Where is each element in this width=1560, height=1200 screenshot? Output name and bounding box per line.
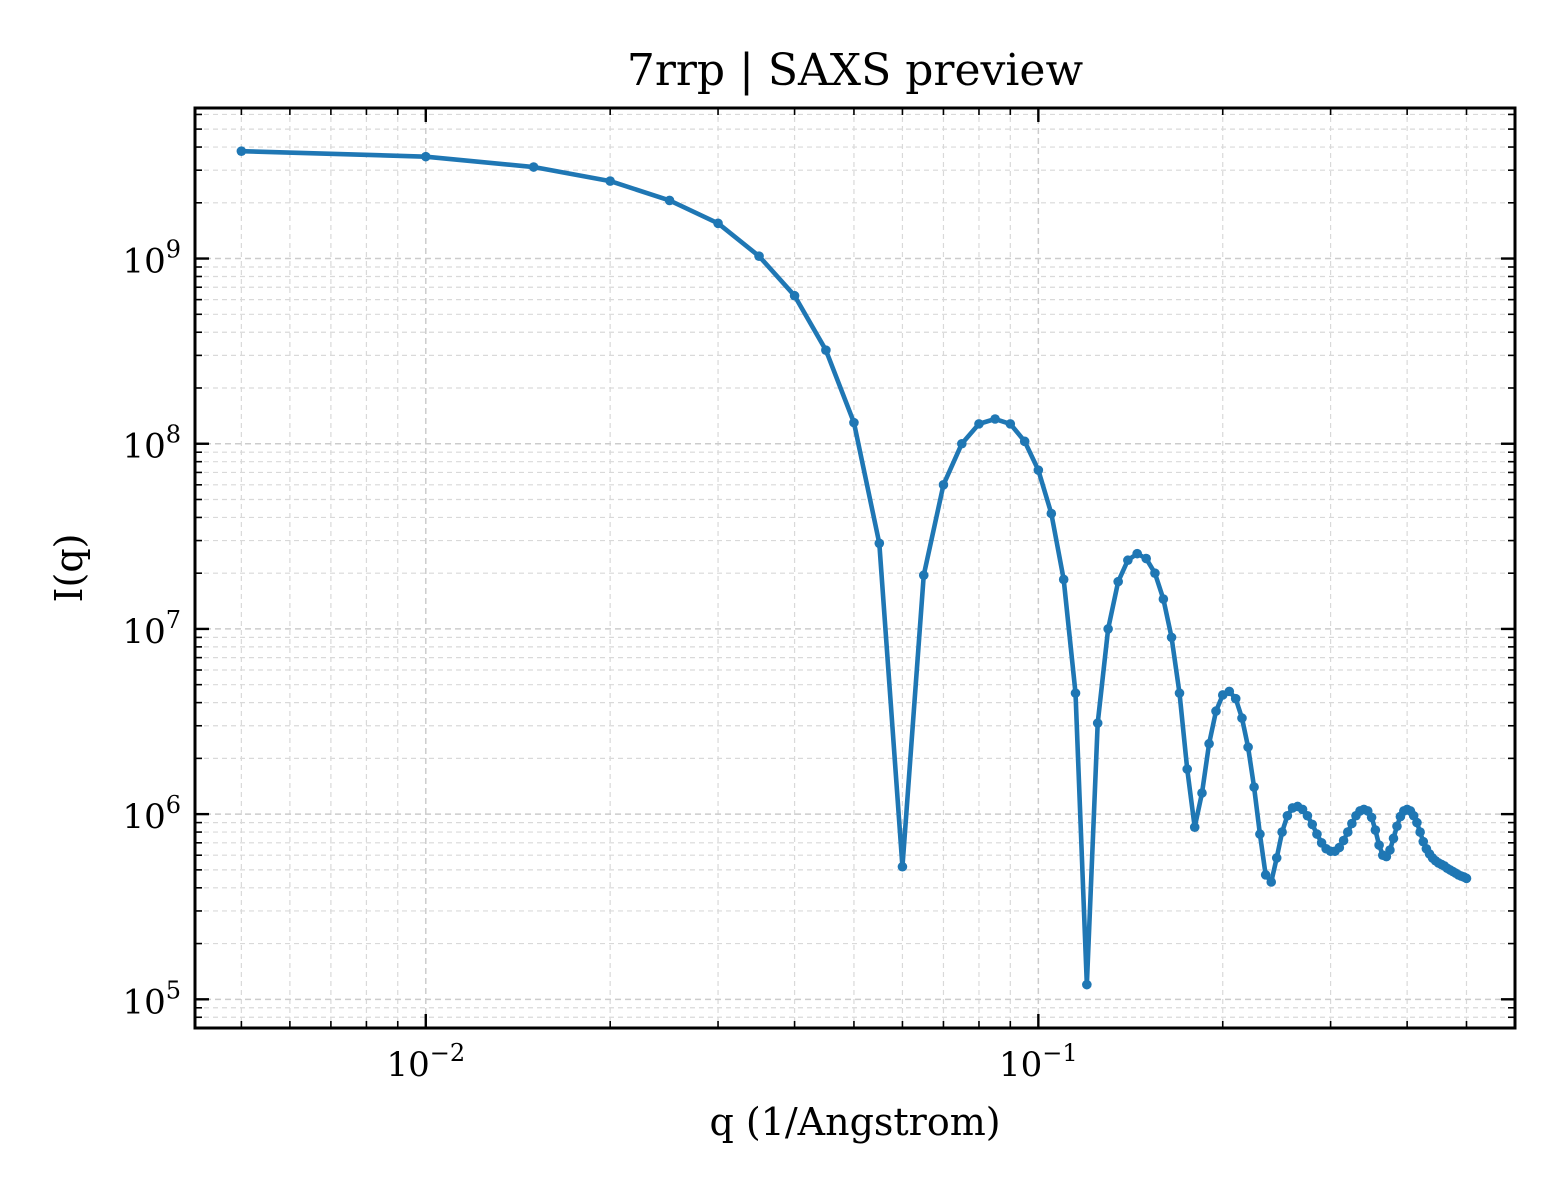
data-point bbox=[1243, 742, 1253, 752]
data-point bbox=[1150, 568, 1160, 578]
data-point bbox=[605, 176, 615, 186]
y-tick-label: 108 bbox=[122, 421, 181, 467]
data-point bbox=[1347, 818, 1357, 829]
x-tick-label-base: 10 bbox=[386, 1045, 429, 1085]
data-point bbox=[1158, 594, 1169, 604]
plot-frame bbox=[193, 106, 1517, 1030]
data-point bbox=[1005, 419, 1016, 429]
y-tick-label-base: 10 bbox=[122, 982, 165, 1022]
data-point bbox=[974, 419, 984, 429]
y-tick-label: 105 bbox=[122, 976, 181, 1022]
y-tick-label-base: 10 bbox=[122, 797, 165, 837]
data-point bbox=[1141, 553, 1151, 564]
data-point bbox=[1092, 718, 1103, 728]
plot-area bbox=[195, 108, 1515, 1028]
data-point bbox=[1415, 827, 1425, 837]
x-axis-label: q (1/Angstrom) bbox=[709, 1100, 1000, 1144]
x-tick-label-exponent: −2 bbox=[430, 1039, 465, 1067]
data-point bbox=[1237, 713, 1247, 723]
y-tick-label-exponent: 6 bbox=[166, 791, 181, 819]
data-point bbox=[1374, 840, 1384, 850]
data-point bbox=[897, 861, 908, 872]
data-point bbox=[1312, 829, 1322, 839]
data-point bbox=[1174, 688, 1185, 698]
data-point bbox=[420, 151, 431, 162]
data-point bbox=[1204, 738, 1214, 749]
y-tick-label: 106 bbox=[122, 791, 181, 837]
data-point bbox=[1082, 979, 1092, 990]
data-point bbox=[1197, 788, 1207, 798]
y-tick-label-base: 10 bbox=[122, 427, 165, 467]
y-axis-label: I(q) bbox=[47, 534, 91, 603]
data-point bbox=[918, 570, 929, 581]
data-point bbox=[664, 195, 675, 206]
data-point bbox=[1266, 877, 1277, 887]
data-point bbox=[821, 345, 831, 355]
y-tick-label-exponent: 7 bbox=[166, 606, 181, 634]
data-point bbox=[1166, 632, 1177, 643]
data-point bbox=[1307, 819, 1318, 830]
data-point bbox=[1113, 576, 1123, 587]
series-line bbox=[239, 148, 1469, 987]
data-point bbox=[528, 162, 539, 172]
data-point bbox=[1342, 827, 1353, 837]
data-point bbox=[1019, 436, 1030, 447]
data-point bbox=[990, 414, 1000, 424]
data-point bbox=[1046, 508, 1057, 519]
y-tick-label: 107 bbox=[122, 606, 181, 652]
data-point bbox=[938, 480, 949, 490]
y-tick-label-exponent: 8 bbox=[166, 421, 181, 449]
data-point bbox=[236, 146, 247, 156]
data-point bbox=[1249, 782, 1259, 792]
data-point bbox=[874, 538, 885, 549]
data-point bbox=[1103, 624, 1113, 634]
x-tick-label-base: 10 bbox=[999, 1045, 1042, 1085]
y-tick-label-exponent: 5 bbox=[166, 976, 181, 1004]
data-point bbox=[1058, 574, 1069, 585]
y-tick-label-base: 10 bbox=[122, 612, 165, 652]
data-point bbox=[1302, 810, 1313, 821]
data-point bbox=[1070, 688, 1081, 698]
data-point bbox=[1277, 827, 1287, 837]
chart-title: 7rrp | SAXS preview bbox=[627, 45, 1084, 96]
data-point bbox=[1385, 845, 1395, 855]
major-ticks bbox=[195, 108, 1515, 1028]
data-point bbox=[789, 290, 800, 301]
data-point bbox=[1338, 835, 1349, 846]
data-point bbox=[1189, 822, 1200, 832]
y-tick-label: 109 bbox=[122, 236, 181, 282]
data-point bbox=[1182, 764, 1193, 774]
y-tick-label-base: 10 bbox=[122, 242, 165, 282]
series-layer bbox=[236, 146, 1472, 990]
data-point bbox=[1255, 829, 1265, 839]
x-tick-label-exponent: −1 bbox=[1042, 1039, 1077, 1067]
data-point bbox=[1461, 873, 1472, 884]
y-tick-label-exponent: 9 bbox=[166, 236, 181, 264]
data-point bbox=[1230, 693, 1241, 704]
data-point bbox=[1366, 812, 1377, 823]
x-tick-label: 10−2 bbox=[386, 1039, 465, 1085]
data-point bbox=[1271, 853, 1282, 863]
data-point bbox=[754, 251, 764, 261]
data-point bbox=[849, 417, 859, 428]
data-point bbox=[1282, 810, 1293, 821]
major-gridlines bbox=[195, 108, 1515, 1028]
x-tick-label: 10−1 bbox=[999, 1039, 1078, 1085]
data-point bbox=[1370, 825, 1381, 835]
data-point bbox=[1132, 548, 1142, 559]
data-point bbox=[1260, 870, 1271, 880]
data-point bbox=[1211, 706, 1221, 716]
data-point bbox=[1224, 686, 1235, 697]
data-point bbox=[957, 438, 967, 449]
data-point bbox=[1392, 821, 1402, 832]
data-point bbox=[1412, 817, 1422, 828]
data-point bbox=[1123, 555, 1133, 566]
data-point bbox=[713, 218, 723, 229]
data-point bbox=[1388, 833, 1399, 844]
data-point bbox=[1033, 465, 1044, 475]
minor-gridlines bbox=[195, 108, 1516, 1029]
data-point bbox=[1334, 842, 1345, 853]
